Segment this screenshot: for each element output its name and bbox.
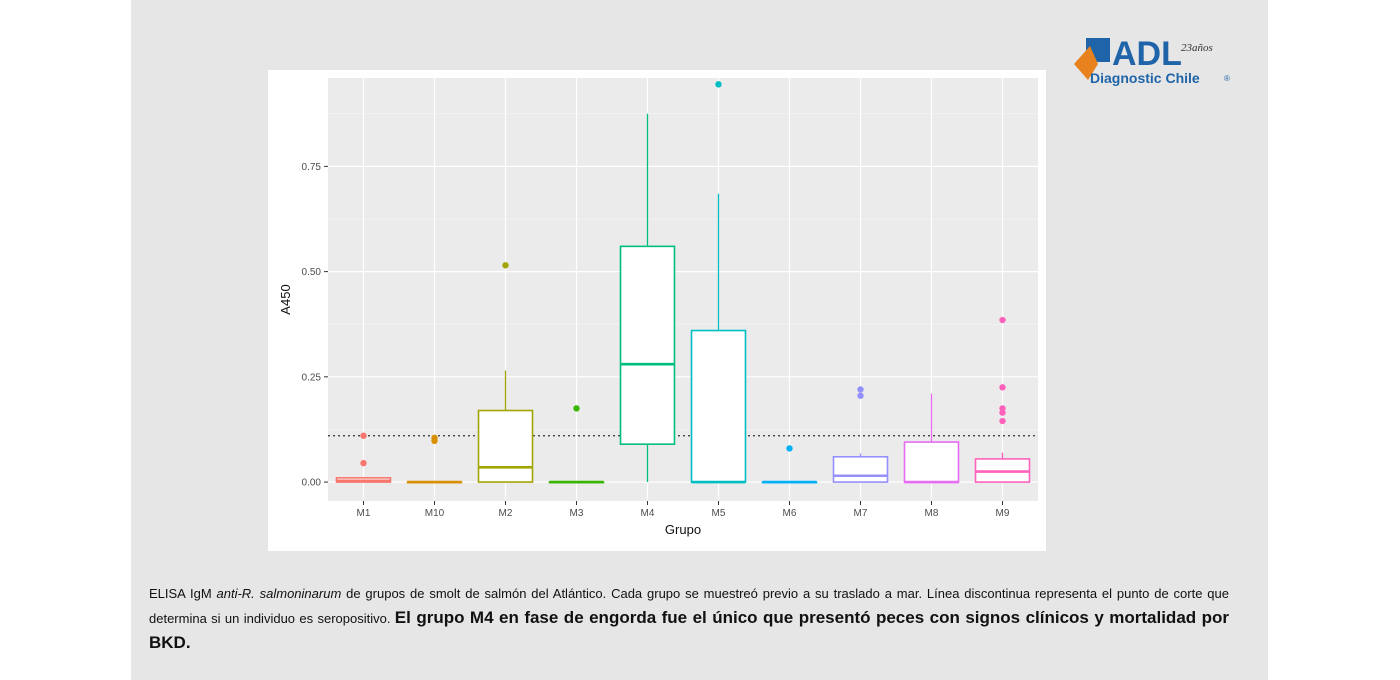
chart-panel: 0.00 0.25 0.50 0.75 M1 M10 M2 M3 M4 M5 M6 M7 M8 M9 Gru… (268, 70, 1046, 551)
outlier-point (431, 437, 438, 445)
outlier-point (715, 81, 722, 88)
figure-caption: ELISA IgM anti-R. salmoninarum de grupos… (149, 582, 1229, 655)
y-tick-label: 0.75 (302, 162, 322, 173)
outlier-point (999, 409, 1006, 416)
x-tick-label: M3 (570, 508, 584, 519)
outlier-point (360, 432, 367, 439)
logo-text: ADL (1112, 36, 1182, 73)
plot-background (328, 78, 1038, 501)
caption-part1: ELISA IgM (149, 586, 217, 601)
y-tick-label: 0.25 (302, 372, 322, 383)
box-M7 (832, 456, 889, 483)
x-tick-label: M9 (996, 508, 1010, 519)
y-axis-title: A450 (278, 284, 293, 314)
logo-subtitle: Diagnostic Chile (1090, 70, 1200, 86)
x-tick-label: M1 (357, 508, 371, 519)
caption-bold-conclusion: El grupo M4 en fase de engorda fue el ún… (149, 608, 1229, 652)
x-tick-label: M8 (925, 508, 939, 519)
outlier-point (502, 262, 509, 269)
x-tick-label: M7 (854, 508, 868, 519)
logo-orange-wedge-icon (1074, 46, 1098, 80)
box-M5 (690, 329, 747, 483)
x-tick-label: M4 (641, 508, 655, 519)
x-tick-label: M5 (712, 508, 726, 519)
logo-superscript: 23años (1181, 42, 1213, 54)
box-M8 (903, 441, 960, 483)
outlier-point (786, 445, 793, 452)
outlier-point (857, 392, 864, 399)
x-axis-title: Grupo (665, 522, 701, 537)
x-tick-label: M6 (783, 508, 797, 519)
x-tick-label: M10 (425, 508, 445, 519)
slide-background: 0.00 0.25 0.50 0.75 M1 M10 M2 M3 M4 M5 M6 M7 M8 M9 Gru… (131, 0, 1268, 680)
outlier-point (360, 459, 367, 467)
caption-italic-species: anti-R. salmoninarum (216, 586, 342, 601)
outlier-point (857, 386, 864, 393)
box-M2 (477, 409, 534, 483)
caption-part2: de grupos de smolt de salmón del Atlánti… (149, 586, 1229, 626)
x-tick-label: M2 (499, 508, 513, 519)
y-tick-label: 0.00 (302, 478, 322, 489)
outlier-point (999, 384, 1006, 391)
adl-logo: ADL 23años Diagnostic Chile ® (1074, 36, 1230, 86)
outlier-point (999, 316, 1006, 324)
box-M4 (619, 245, 676, 445)
boxplot-chart: 0.00 0.25 0.50 0.75 M1 M10 M2 M3 M4 M5 M6 M7 M8 M9 Gru… (278, 78, 1038, 537)
outlier-point (999, 417, 1006, 425)
logo-registered: ® (1224, 74, 1230, 83)
y-tick-label: 0.50 (302, 267, 322, 278)
outlier-point (573, 405, 580, 412)
